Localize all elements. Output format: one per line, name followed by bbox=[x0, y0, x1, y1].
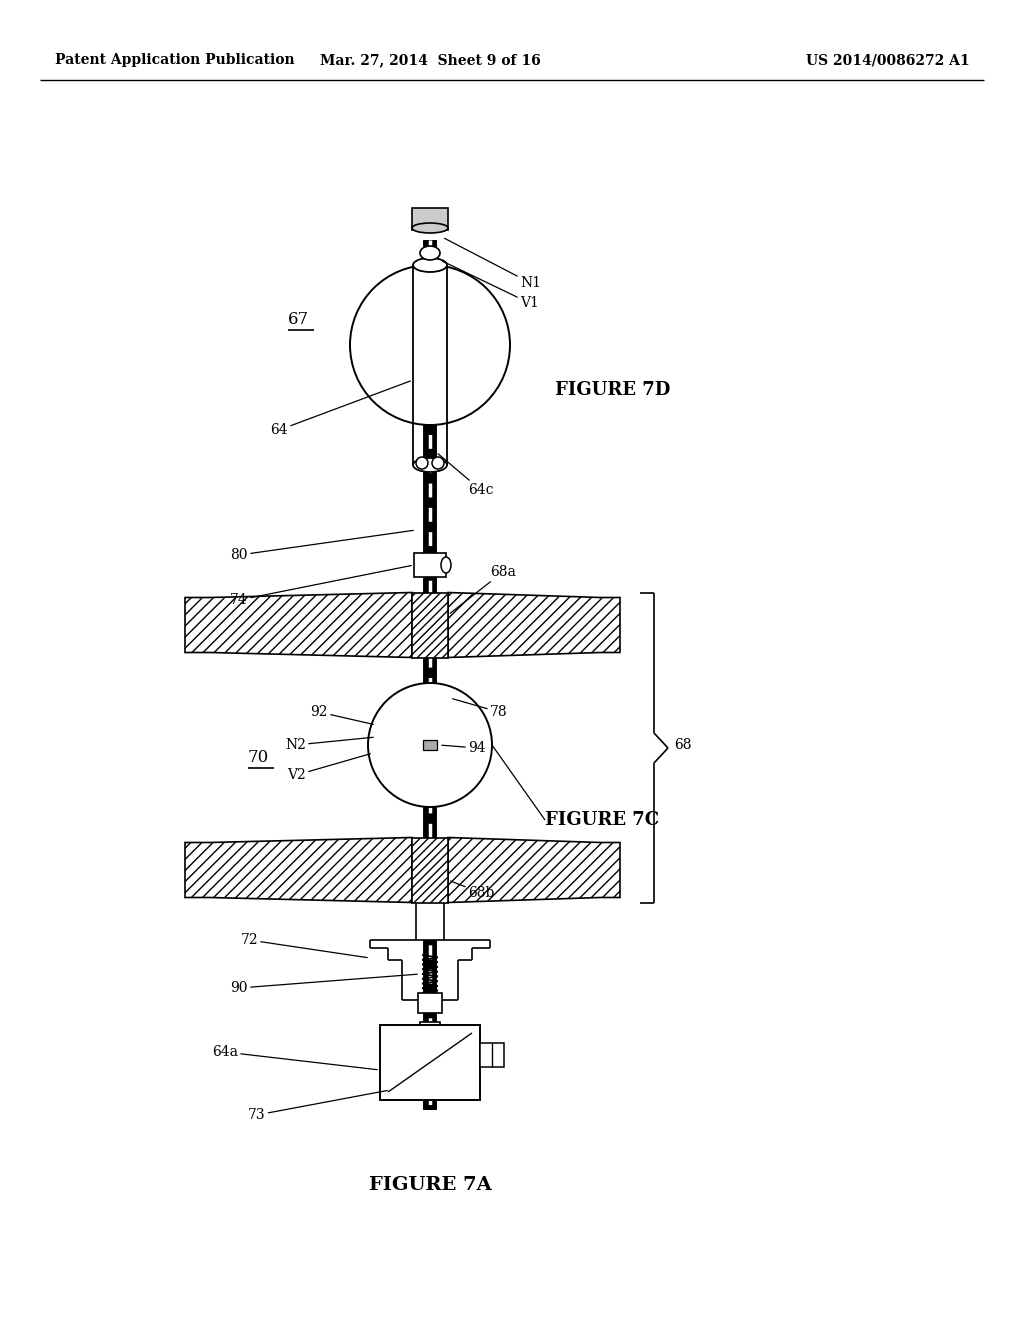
Text: N1: N1 bbox=[444, 239, 541, 290]
Text: 64: 64 bbox=[270, 381, 411, 437]
Bar bbox=[423, 741, 437, 750]
Ellipse shape bbox=[420, 246, 440, 260]
Text: 92: 92 bbox=[310, 705, 374, 725]
Text: V2: V2 bbox=[288, 754, 371, 781]
Bar bbox=[420, 1022, 440, 1040]
Text: US 2014/0086272 A1: US 2014/0086272 A1 bbox=[806, 53, 970, 67]
Bar bbox=[480, 1043, 504, 1067]
Text: 72: 72 bbox=[241, 933, 368, 957]
Text: FIGURE 7C: FIGURE 7C bbox=[545, 810, 659, 829]
Text: FIGURE 7A: FIGURE 7A bbox=[369, 1176, 492, 1195]
Ellipse shape bbox=[432, 457, 444, 469]
Bar bbox=[418, 993, 442, 1012]
Bar bbox=[412, 837, 449, 903]
Bar bbox=[380, 1026, 480, 1100]
Text: V1: V1 bbox=[442, 261, 539, 310]
Polygon shape bbox=[449, 593, 620, 657]
Text: Patent Application Publication: Patent Application Publication bbox=[55, 53, 295, 67]
Ellipse shape bbox=[413, 257, 447, 272]
Text: 73: 73 bbox=[248, 1090, 387, 1122]
Text: 67: 67 bbox=[288, 312, 309, 329]
Text: 64c: 64c bbox=[438, 454, 494, 498]
Ellipse shape bbox=[412, 223, 449, 234]
Ellipse shape bbox=[441, 557, 451, 573]
Text: FIGURE 7D: FIGURE 7D bbox=[555, 381, 671, 399]
Text: 68b: 68b bbox=[451, 880, 495, 900]
Text: 94: 94 bbox=[441, 741, 485, 755]
Text: 64a: 64a bbox=[212, 1045, 377, 1069]
Text: 90: 90 bbox=[230, 974, 417, 995]
Bar bbox=[412, 593, 449, 657]
Circle shape bbox=[368, 682, 492, 807]
Bar bbox=[412, 209, 449, 230]
Bar bbox=[416, 880, 444, 940]
Text: 68: 68 bbox=[674, 738, 691, 752]
Text: 78: 78 bbox=[453, 698, 508, 719]
Polygon shape bbox=[449, 837, 620, 903]
Polygon shape bbox=[185, 837, 412, 903]
Ellipse shape bbox=[413, 458, 447, 473]
Ellipse shape bbox=[416, 457, 428, 469]
Text: 70: 70 bbox=[248, 750, 269, 767]
Text: N2: N2 bbox=[285, 738, 373, 752]
Polygon shape bbox=[185, 593, 412, 657]
Text: Mar. 27, 2014  Sheet 9 of 16: Mar. 27, 2014 Sheet 9 of 16 bbox=[319, 53, 541, 67]
Text: 74: 74 bbox=[230, 565, 412, 607]
Circle shape bbox=[350, 265, 510, 425]
Bar bbox=[414, 553, 446, 577]
Text: 80: 80 bbox=[230, 531, 414, 562]
Text: 68a: 68a bbox=[451, 565, 516, 614]
